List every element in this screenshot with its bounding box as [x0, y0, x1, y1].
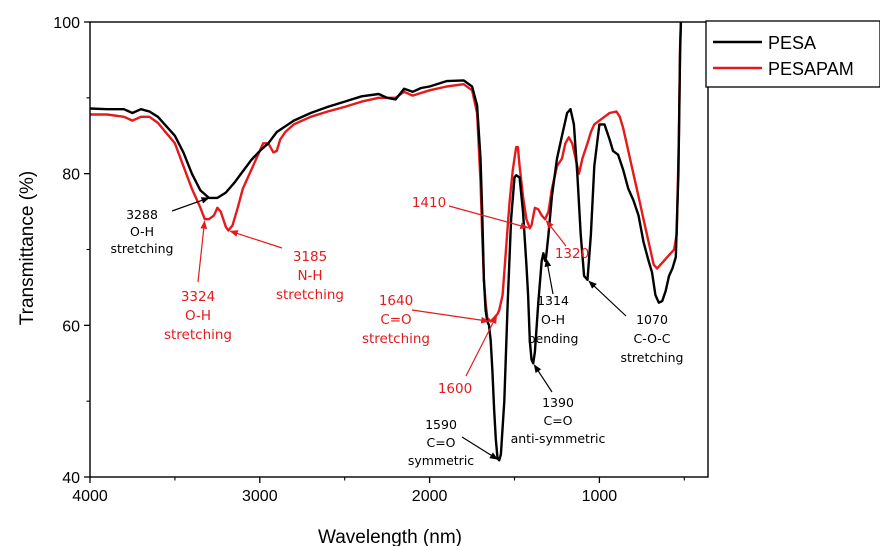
annotation-1640: 1640 C=O stretching	[362, 293, 490, 347]
annotation-1600: 1600	[438, 314, 498, 397]
annotation-text: stretching	[111, 241, 174, 256]
annotation-text: C=O	[380, 312, 411, 328]
annotation-arrow	[461, 436, 499, 460]
plot-frame	[89, 21, 709, 478]
annotation-text: 1600	[438, 381, 472, 397]
annotation-text: symmetric	[408, 453, 474, 468]
y-axis-title: Transmittance (%)	[17, 171, 38, 326]
annotation-text: stretching	[621, 350, 684, 365]
annotation-1314: 1314 O-H bending	[528, 258, 579, 346]
annotation-arrow	[588, 280, 627, 317]
annotation-arrow	[229, 230, 283, 249]
annotation-text: 3324	[181, 289, 215, 305]
annotation-text: C-O-C	[633, 331, 670, 346]
annotation-3324: 3324 O-H stretching	[164, 220, 232, 343]
annotation-text: stretching	[276, 287, 344, 303]
annotation-text: C=O	[426, 435, 455, 450]
annotation-text: O-H	[541, 312, 565, 327]
annotation-text: N-H	[297, 268, 322, 284]
annotation-text: bending	[528, 331, 579, 346]
annotation-text: anti-symmetric	[511, 431, 606, 446]
annotation-1070: 1070 C-O-C stretching	[588, 280, 684, 365]
annotation-arrow	[171, 197, 210, 212]
series-layer	[89, 21, 683, 462]
annotation-text: O-H	[130, 224, 154, 239]
series-line-pesapam	[90, 21, 683, 323]
axes-layer: 4000 3000 2000 1000 40 60 80 100	[53, 15, 709, 505]
annotation-3288: 3288 O-H stretching	[111, 197, 210, 256]
annotation-1410: 1410	[412, 195, 529, 229]
annotation-text: C=O	[543, 413, 572, 428]
x-tick-label: 1000	[582, 488, 618, 505]
annotation-text: 1390	[542, 395, 574, 410]
annotation-text: 1410	[412, 195, 446, 211]
annotation-arrow	[533, 364, 553, 393]
annotation-arrow	[197, 220, 208, 283]
legend: PESA PESAPAM	[705, 20, 880, 88]
annotation-text: 1320	[555, 246, 589, 262]
series-line-pesa	[89, 21, 683, 462]
legend-label-pesa: PESA	[768, 33, 816, 53]
y-tick-label: 100	[53, 15, 80, 32]
annotation-3185: 3185 N-H stretching	[229, 230, 344, 303]
legend-box	[705, 20, 880, 88]
annotation-arrow	[411, 309, 490, 324]
annotation-1320: 1320	[545, 220, 589, 262]
annotation-1590: 1590 C=O symmetric	[408, 417, 499, 468]
annotation-text: stretching	[164, 327, 232, 343]
x-tick-label: 4000	[72, 488, 108, 505]
annotation-arrow	[545, 220, 567, 247]
annotation-text: stretching	[362, 331, 430, 347]
annotation-text: O-H	[185, 308, 211, 324]
x-tick-label: 2000	[412, 488, 448, 505]
x-tick-label: 3000	[242, 488, 278, 505]
annotation-text: 1590	[425, 417, 457, 432]
annotation-text: 1640	[379, 293, 413, 309]
annotation-text: 1070	[636, 312, 668, 327]
legend-label-pesapam: PESAPAM	[768, 59, 854, 79]
y-tick-label: 80	[62, 167, 80, 184]
annotation-layer: 3288 O-H stretching 3324 O-H stretching 3185 N-…	[111, 195, 684, 468]
annotation-text: 1314	[537, 293, 569, 308]
x-axis-title: Wavelength (nm)	[318, 527, 462, 546]
annotation-arrow	[448, 205, 529, 229]
y-tick-label: 40	[62, 470, 80, 487]
y-tick-label: 60	[62, 318, 80, 335]
annotation-arrow	[544, 258, 554, 295]
annotation-text: 3288	[126, 207, 158, 222]
annotation-arrow	[465, 314, 498, 377]
annotation-1390: 1390 C=O anti-symmetric	[511, 364, 606, 446]
annotation-text: 3185	[293, 249, 327, 265]
